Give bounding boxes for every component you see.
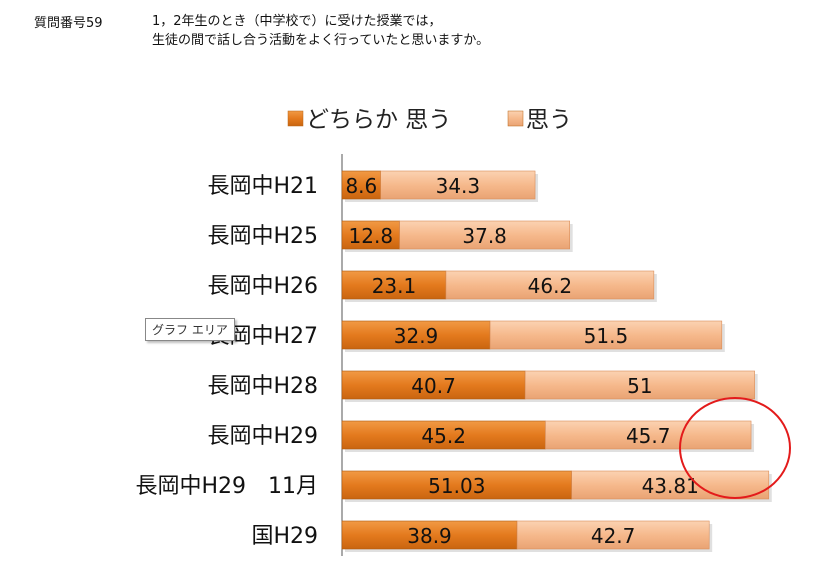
chart-area-tooltip: グラフ エリア xyxy=(145,318,235,341)
bar-segment-series-2 xyxy=(524,370,755,400)
bar-segment-series-1 xyxy=(341,270,447,300)
bar-segment-series-2 xyxy=(571,470,770,500)
bar-segment-series-2 xyxy=(489,320,723,350)
question-number: 質問番号59 xyxy=(34,16,103,31)
data-label: 32.9 xyxy=(394,324,439,348)
plot-area: 長岡中H21 8.6 34.3 長岡中H25 12.8 37.8 長岡中H26 23.1 46.… xyxy=(135,154,791,556)
bar-segment-series-1 xyxy=(341,370,526,400)
bar-segment-series-2 xyxy=(516,520,710,550)
data-label: 38.9 xyxy=(407,524,452,548)
category-label: 長岡中H21 xyxy=(207,174,318,199)
data-label: 23.1 xyxy=(372,274,417,298)
bar-segment-series-2 xyxy=(445,270,655,300)
category-label: 長岡中H28 xyxy=(207,374,318,399)
data-label: 45.2 xyxy=(421,424,466,448)
data-label: 51.5 xyxy=(584,324,629,348)
category-label: 長岡中H26 xyxy=(207,274,318,299)
question-line-2: 生徒の間で話し合う活動をよく行っていたと思いますか。 xyxy=(152,33,490,48)
data-label: 51 xyxy=(627,374,652,398)
data-label: 45.7 xyxy=(626,424,671,448)
legend-swatch-1 xyxy=(287,110,304,127)
data-label: 46.2 xyxy=(528,274,573,298)
data-label: 51.03 xyxy=(428,474,485,498)
legend-swatch-2 xyxy=(507,110,524,127)
category-label: 国H29 xyxy=(251,524,318,549)
legend-label-1: どちらか 思う xyxy=(306,107,451,133)
category-label: 長岡中H29 11月 xyxy=(135,474,318,499)
category-label: 長岡中H29 xyxy=(207,424,318,449)
bar-segment-series-1 xyxy=(341,470,572,500)
data-label: 42.7 xyxy=(591,524,636,548)
data-label: 37.8 xyxy=(462,224,507,248)
category-label: 長岡中H25 xyxy=(207,224,318,249)
bar-segment-series-1 xyxy=(341,320,491,350)
bar-segment-series-1 xyxy=(341,420,546,450)
data-label: 40.7 xyxy=(411,374,456,398)
bar-segment-series-1 xyxy=(341,220,400,250)
annotation-circle xyxy=(679,397,791,499)
legend-label-2: 思う xyxy=(526,107,572,133)
data-label: 43.81 xyxy=(642,474,699,498)
bar-segment-series-2 xyxy=(399,220,571,250)
chart-legend: どちらか 思う 思う xyxy=(287,107,572,133)
question-text: 1，2年生のとき（中学校で）に受けた授業では， 生徒の間で話し合う活動をよく行っ… xyxy=(152,12,489,50)
data-label: 34.3 xyxy=(436,174,481,198)
data-label: 8.6 xyxy=(345,174,377,198)
data-label: 12.8 xyxy=(349,224,394,248)
question-line-1: 1，2年生のとき（中学校で）に受けた授業では， xyxy=(152,14,442,29)
bar-segment-series-1 xyxy=(341,520,518,550)
bar-segment-series-2 xyxy=(380,170,536,200)
bar-segment-series-2 xyxy=(545,420,752,450)
